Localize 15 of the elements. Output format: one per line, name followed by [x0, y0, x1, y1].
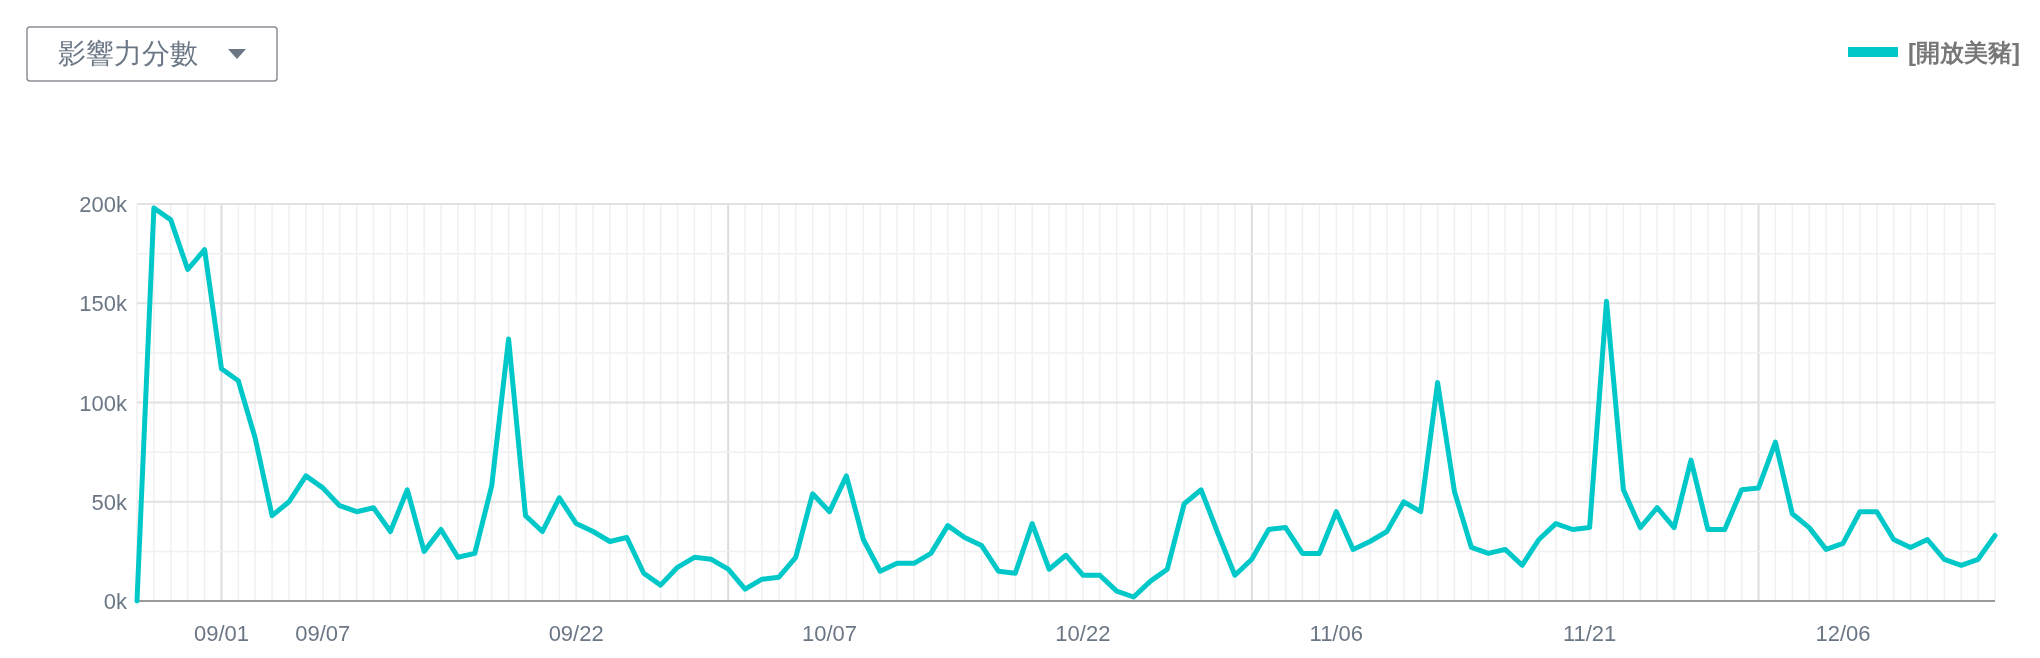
x-tick-label: 11/06	[1309, 621, 1363, 646]
x-tick-label: 12/06	[1815, 621, 1871, 646]
x-tick-label: 09/07	[295, 621, 351, 646]
y-tick-label: 50k	[91, 489, 128, 515]
y-tick-label: 200k	[79, 192, 128, 217]
legend-label: [開放美豬]	[1908, 39, 2020, 66]
chart-title: 影響力分數	[58, 38, 198, 69]
x-tick-label: 11/21	[1562, 621, 1617, 646]
x-tick-label: 10/07	[802, 621, 858, 646]
x-tick-label: 09/01	[193, 621, 249, 646]
y-tick-label: 0k	[103, 589, 128, 614]
y-tick-label: 100k	[79, 390, 128, 416]
x-tick-label: 10/22	[1055, 621, 1111, 646]
x-tick-label: 09/22	[548, 621, 604, 646]
y-tick-label: 150k	[79, 291, 128, 317]
